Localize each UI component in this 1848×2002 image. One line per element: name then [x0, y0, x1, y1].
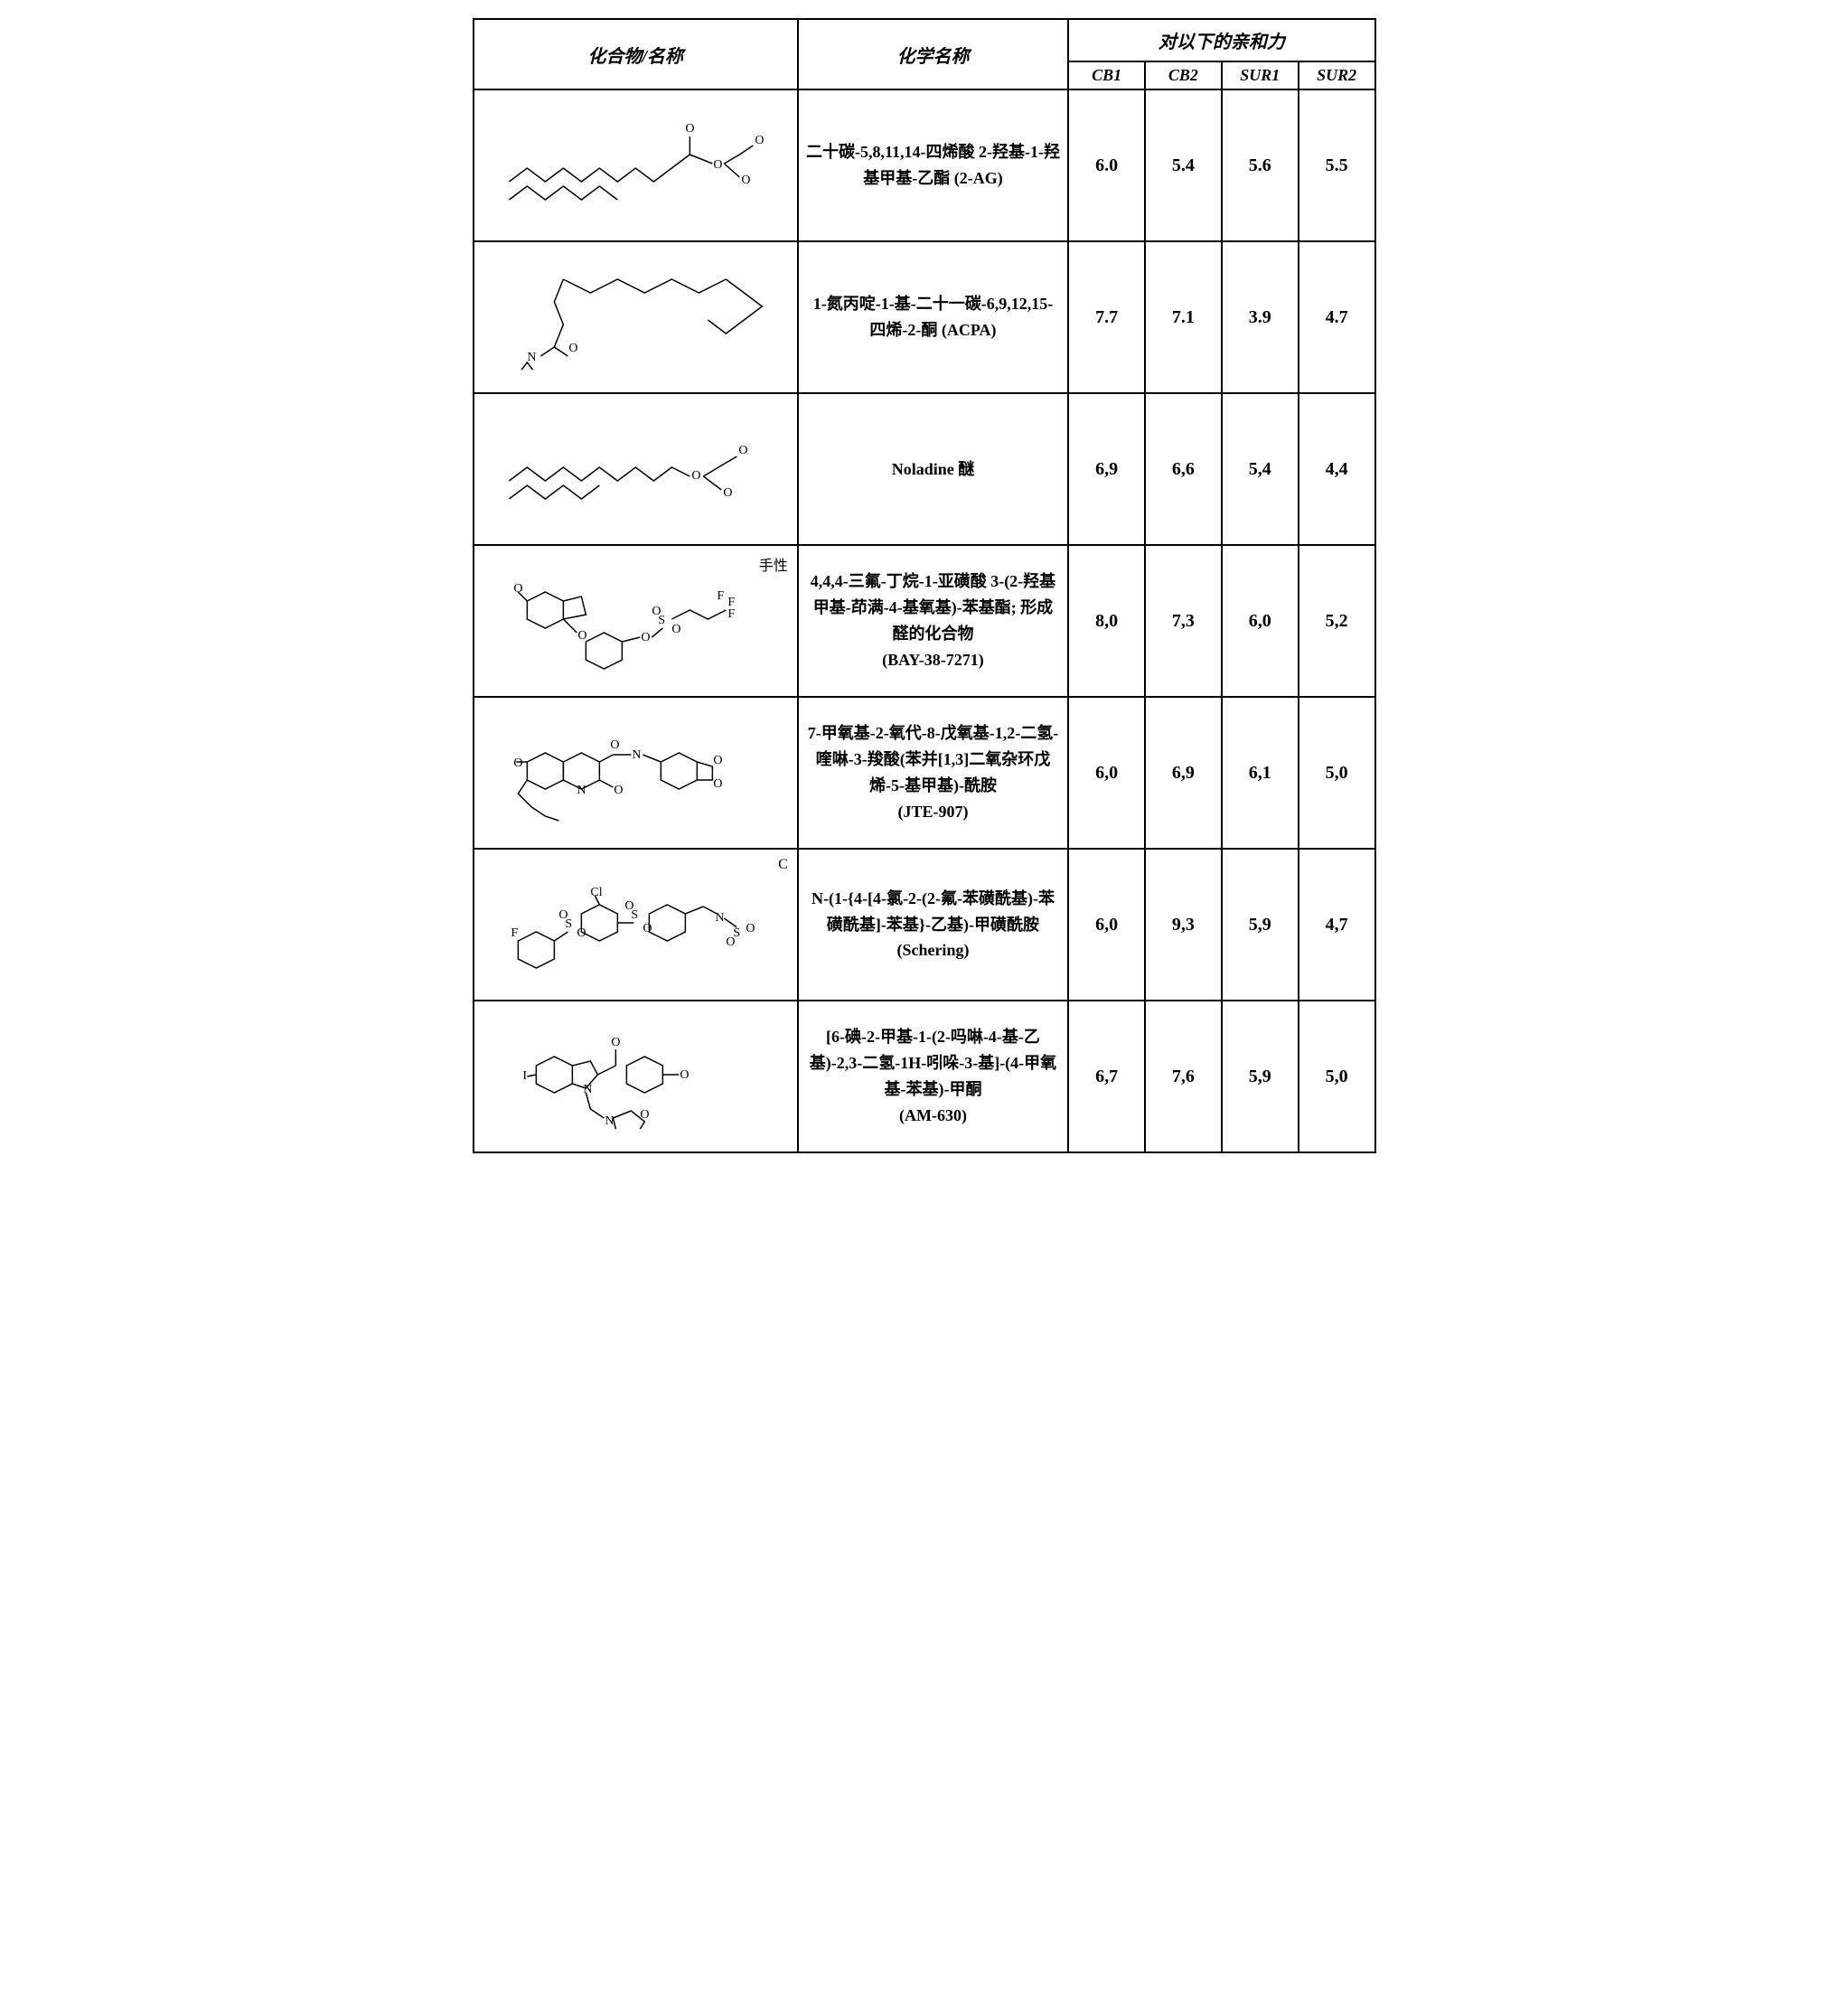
value-cell: 4,7: [1299, 849, 1375, 1001]
structure-cell: NOOONOO: [474, 697, 798, 849]
value-cell: 5.4: [1145, 89, 1222, 241]
value-cell: 5,9: [1222, 1001, 1299, 1152]
structure-cell: CFSOOClSOONSOO: [474, 849, 798, 1001]
header-cb2: CB2: [1145, 61, 1222, 89]
value-cell: 5.6: [1222, 89, 1299, 241]
value-cell: 5.5: [1299, 89, 1375, 241]
svg-text:O: O: [568, 342, 577, 355]
svg-text:O: O: [640, 1108, 649, 1122]
value-cell: 5,9: [1222, 849, 1299, 1001]
chemical-name-cell: 二十碳-5,8,11,14-四烯酸 2-羟基-1-羟基甲基-乙酯 (2-AG): [798, 89, 1068, 241]
svg-text:O: O: [755, 134, 764, 147]
svg-text:O: O: [723, 486, 732, 500]
svg-text:F: F: [727, 607, 735, 621]
structure-cell: NO: [474, 241, 798, 393]
value-cell: 6,0: [1222, 545, 1299, 697]
svg-text:O: O: [614, 784, 623, 797]
svg-text:N: N: [577, 784, 586, 797]
svg-text:O: O: [641, 631, 650, 644]
table-row: NOOONOO7-甲氧基-2-氧代-8-戊氧基-1,2-二氢-喹啉-3-羧酸(苯…: [474, 697, 1375, 849]
structure-cell: 手性OOOSOOFFF: [474, 545, 798, 697]
chemical-name-cell: N-(1-{4-[4-氯-2-(2-氟-苯磺酰基)-苯磺酰基]-苯基}-乙基)-…: [798, 849, 1068, 1001]
svg-text:N: N: [632, 748, 641, 762]
chemical-name-cell: 4,4,4-三氟-丁烷-1-亚磺酸 3-(2-羟基甲基-茚满-4-基氧基)-苯基…: [798, 545, 1068, 697]
structure-cell: O O O: [474, 393, 798, 545]
value-cell: 6.0: [1068, 89, 1145, 241]
svg-text:N: N: [605, 1114, 614, 1128]
value-cell: 4,4: [1299, 393, 1375, 545]
extra-label: C: [778, 857, 788, 873]
value-cell: 9,3: [1145, 849, 1222, 1001]
chemical-name-cell: 1-氮丙啶-1-基-二十一碳-6,9,12,15-四烯-2-酮 (ACPA): [798, 241, 1068, 393]
svg-text:F: F: [511, 926, 518, 940]
structure-cell: N I O O N O: [474, 1001, 798, 1152]
value-cell: 7,3: [1145, 545, 1222, 697]
chemical-name-cell: [6-碘-2-甲基-1-(2-吗啉-4-基-乙基)-2,3-二氢-1H-吲哚-3…: [798, 1001, 1068, 1152]
header-compound: 化合物/名称: [474, 19, 798, 89]
svg-text:O: O: [513, 757, 522, 770]
svg-text:O: O: [713, 754, 722, 767]
table-row: CFSOOClSOONSOON-(1-{4-[4-氯-2-(2-氟-苯磺酰基)-…: [474, 849, 1375, 1001]
table-row: NO1-氮丙啶-1-基-二十一碳-6,9,12,15-四烯-2-酮 (ACPA)…: [474, 241, 1375, 393]
svg-text:I: I: [522, 1069, 527, 1083]
chemical-name-cell: Noladine 醚: [798, 393, 1068, 545]
value-cell: 7.1: [1145, 241, 1222, 393]
value-cell: 6,7: [1068, 1001, 1145, 1152]
svg-text:O: O: [685, 122, 694, 136]
value-cell: 5,0: [1299, 697, 1375, 849]
svg-text:O: O: [713, 158, 722, 172]
svg-text:O: O: [652, 605, 661, 618]
svg-text:O: O: [513, 582, 522, 596]
value-cell: 7,6: [1145, 1001, 1222, 1152]
svg-text:O: O: [741, 174, 750, 187]
svg-text:N: N: [715, 911, 724, 925]
header-affinity: 对以下的亲和力: [1068, 19, 1374, 61]
svg-text:O: O: [577, 629, 586, 643]
svg-text:N: N: [527, 351, 536, 364]
value-cell: 3.9: [1222, 241, 1299, 393]
table-row: N I O O N O [6-碘-2-甲基-1-(2-吗啉-4-基-乙基)-2,3-二氢-1…: [474, 1001, 1375, 1152]
svg-text:O: O: [624, 899, 633, 913]
svg-text:O: O: [680, 1068, 689, 1082]
svg-text:O: O: [726, 935, 735, 949]
value-cell: 6,9: [1068, 393, 1145, 545]
svg-text:O: O: [611, 1036, 620, 1049]
value-cell: 7.7: [1068, 241, 1145, 393]
svg-text:O: O: [746, 922, 755, 935]
table-row: O O O O 二十碳-5,8,11,14-四烯酸 2-羟基-1-羟基甲基-乙酯 (2-…: [474, 89, 1375, 241]
value-cell: 5,0: [1299, 1001, 1375, 1152]
svg-text:O: O: [643, 922, 652, 935]
value-cell: 8,0: [1068, 545, 1145, 697]
structure-cell: O O O O: [474, 89, 798, 241]
value-cell: 4.7: [1299, 241, 1375, 393]
affinity-table: 化合物/名称 化学名称 对以下的亲和力 CB1 CB2 SUR1 SUR2 OO…: [473, 18, 1376, 1153]
svg-text:O: O: [691, 469, 700, 483]
table-body: OOOO二十碳-5,8,11,14-四烯酸 2-羟基-1-羟基甲基-乙酯 (2-…: [474, 89, 1375, 1152]
svg-text:O: O: [610, 738, 619, 752]
header-cb1: CB1: [1068, 61, 1145, 89]
value-cell: 6,0: [1068, 849, 1145, 1001]
value-cell: 6,9: [1145, 697, 1222, 849]
svg-text:N: N: [583, 1083, 592, 1096]
value-cell: 5,2: [1299, 545, 1375, 697]
svg-text:O: O: [671, 623, 680, 636]
header-sur1: SUR1: [1222, 61, 1299, 89]
value-cell: 6,0: [1068, 697, 1145, 849]
svg-text:O: O: [558, 908, 568, 922]
table-row: 手性OOOSOOFFF4,4,4-三氟-丁烷-1-亚磺酸 3-(2-羟基甲基-茚…: [474, 545, 1375, 697]
svg-text:F: F: [717, 589, 724, 603]
svg-text:O: O: [713, 777, 722, 791]
header-chemical-name: 化学名称: [798, 19, 1068, 89]
chemical-name-cell: 7-甲氧基-2-氧代-8-戊氧基-1,2-二氢-喹啉-3-羧酸(苯并[1,3]二…: [798, 697, 1068, 849]
value-cell: 6,1: [1222, 697, 1299, 849]
svg-text:O: O: [738, 444, 747, 457]
header-sur2: SUR2: [1299, 61, 1375, 89]
value-cell: 6,6: [1145, 393, 1222, 545]
value-cell: 5,4: [1222, 393, 1299, 545]
table-row: O O O Noladine 醚6,96,65,44,4: [474, 393, 1375, 545]
